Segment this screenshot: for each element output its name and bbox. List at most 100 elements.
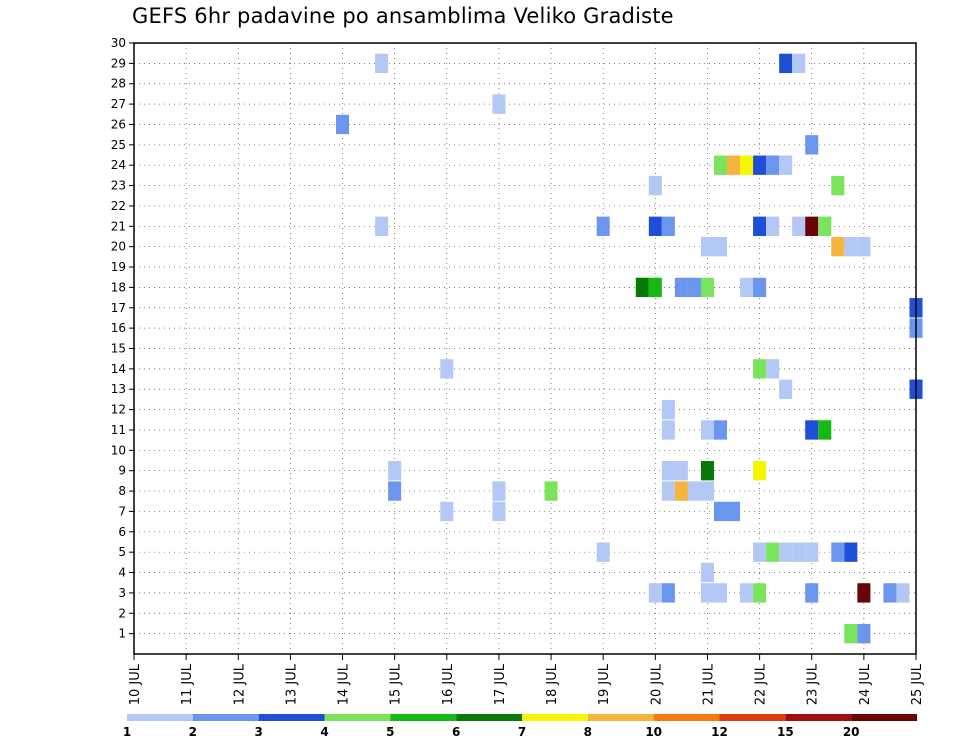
heatmap-cell: [766, 216, 780, 236]
heatmap-cell: [661, 399, 675, 420]
heatmap-cell: [661, 583, 675, 603]
heatmap-cell: [779, 53, 793, 74]
heatmap-cell: [740, 583, 754, 603]
heatmap-cell: [700, 583, 714, 603]
y-tick-label: 18: [111, 280, 126, 294]
heatmap-cell: [648, 216, 662, 236]
heatmap-cell: [753, 359, 767, 379]
legend-label: 20: [843, 725, 860, 739]
heatmap-cell: [596, 216, 610, 236]
heatmap-cell: [805, 420, 819, 440]
heatmap-cell: [740, 277, 754, 298]
y-tick-label: 22: [111, 199, 126, 213]
y-tick-label: 28: [111, 77, 126, 91]
legend-label: 4: [320, 725, 328, 739]
legend-swatch: [390, 714, 457, 721]
legend-label: 12: [711, 725, 728, 739]
heatmap-cell: [440, 359, 454, 379]
heatmap-cell: [700, 481, 714, 501]
y-tick-label: 26: [111, 117, 126, 131]
heatmap-cell: [818, 216, 832, 236]
legend-swatch: [785, 714, 852, 721]
y-tick-label: 21: [111, 219, 126, 233]
heatmap-cell: [388, 481, 402, 501]
heatmap-cell: [753, 461, 767, 481]
heatmap-cell: [713, 420, 728, 440]
y-tick-label: 5: [118, 545, 126, 559]
legend-label: 6: [452, 725, 460, 739]
y-tick-label: 9: [118, 464, 126, 478]
x-tick-label: 19 JUL: [597, 663, 612, 705]
legend-swatch: [653, 714, 720, 721]
heatmap-cell: [805, 135, 819, 155]
y-tick-label: 23: [111, 179, 126, 193]
y-tick-label: 25: [111, 138, 126, 152]
legend-swatch: [522, 714, 588, 721]
x-tick-label: 20 JUL: [649, 663, 664, 705]
heatmap-cell: [713, 583, 728, 603]
heatmap-cell: [336, 114, 350, 135]
heatmap-cell: [727, 155, 741, 175]
heatmap-cell: [375, 53, 389, 74]
heatmap-cell: [883, 583, 897, 603]
heatmap-cell: [753, 542, 767, 562]
heatmap-cell: [648, 277, 662, 298]
heatmap-cell: [779, 542, 793, 562]
heatmap-cell: [492, 94, 506, 114]
heatmap-cell: [766, 155, 780, 175]
heatmap-cell: [805, 542, 819, 562]
y-tick-label: 6: [118, 525, 126, 539]
heatmap-cell: [779, 379, 793, 399]
heatmap-cell: [713, 155, 728, 175]
heatmap-cell: [700, 420, 714, 440]
x-tick-label: 21 JUL: [701, 663, 716, 705]
x-tick-label: 17 JUL: [493, 663, 508, 705]
y-tick-label: 29: [111, 56, 126, 70]
legend-swatch: [324, 714, 391, 721]
heatmap-cell: [792, 542, 806, 562]
y-tick-label: 8: [118, 484, 126, 498]
y-tick-label: 27: [111, 97, 126, 111]
heatmap-cell: [596, 542, 610, 562]
chart-title: GEFS 6hr padavine po ansamblima Veliko G…: [132, 4, 674, 28]
heatmap-cell: [661, 461, 675, 481]
heatmap-cell: [635, 277, 649, 298]
heatmap-cell: [674, 461, 688, 481]
heatmap-cell: [687, 277, 701, 298]
heatmap-cell: [687, 481, 701, 501]
y-tick-label: 7: [118, 504, 126, 518]
heatmap-cell: [766, 359, 780, 379]
legend-label: 3: [254, 725, 262, 739]
heatmap-cell: [753, 155, 767, 175]
heatmap-cell: [727, 501, 741, 522]
heatmap-cell: [857, 623, 871, 644]
heatmap-cell: [831, 236, 845, 257]
heatmap-cell: [648, 583, 662, 603]
legend-label: 5: [386, 725, 394, 739]
x-tick-label: 13 JUL: [284, 663, 299, 705]
heatmap-cell: [818, 420, 832, 440]
heatmap-cell: [831, 542, 845, 562]
heatmap-cell: [896, 583, 910, 603]
heatmap-cell: [661, 481, 675, 501]
heatmap-cell: [831, 175, 845, 196]
heatmap-cell: [700, 277, 714, 298]
legend-swatch: [127, 714, 193, 721]
heatmap-cell: [753, 277, 767, 298]
heatmap-cell: [844, 236, 858, 257]
legend-label: 10: [645, 725, 662, 739]
legend-swatch: [192, 714, 259, 721]
legend-label: 2: [189, 725, 197, 739]
y-tick-label: 19: [111, 260, 126, 274]
heatmap-cell: [700, 461, 714, 481]
y-tick-label: 24: [111, 158, 126, 172]
x-tick-label: 25 JUL: [910, 663, 925, 705]
x-tick-label: 23 JUL: [806, 663, 821, 705]
y-tick-label: 17: [111, 301, 126, 315]
heatmap-cell: [440, 501, 454, 522]
x-tick-label: 11 JUL: [180, 663, 195, 705]
legend-swatch: [719, 714, 786, 721]
heatmap-cell: [700, 236, 714, 257]
heatmap-cell: [792, 216, 806, 236]
